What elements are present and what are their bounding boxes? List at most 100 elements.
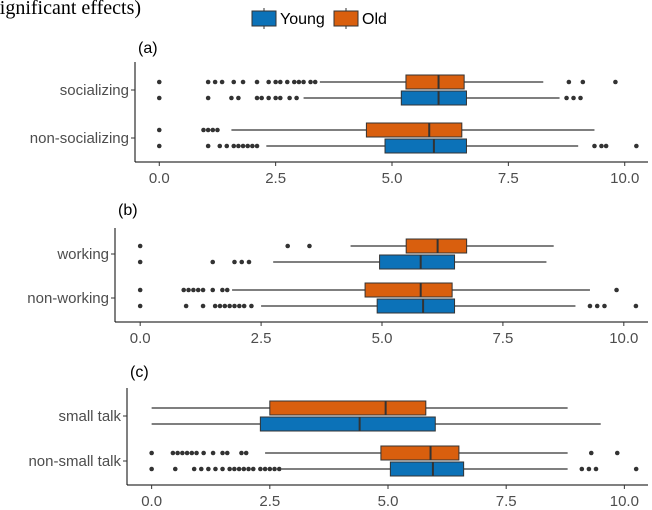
outlier-point-young <box>634 144 639 149</box>
legend-item-young: Young <box>252 8 325 29</box>
outlier-point-old <box>292 80 297 85</box>
panel-b: (b) working non-working 0.0 2.5 5.0 7.5 10.0 <box>27 202 648 347</box>
outlier-point-young <box>578 96 583 101</box>
outlier-point-old <box>273 80 278 85</box>
outlier-point-old <box>589 451 594 456</box>
x-tick-label: 5.0 <box>372 330 393 347</box>
legend-young-swatch <box>252 11 276 26</box>
outlier-point-old <box>210 288 215 293</box>
x-tick-label: 7.5 <box>496 493 517 510</box>
outlier-point-old <box>301 80 306 85</box>
outlier-point-young <box>249 304 254 309</box>
box-young <box>377 299 454 313</box>
outlier-point-young <box>259 96 264 101</box>
outlier-point-old <box>615 451 620 456</box>
outlier-point-young <box>138 260 143 265</box>
outlier-point-young <box>272 467 277 472</box>
category-label: non-socializing <box>30 130 129 147</box>
outlier-point-young <box>592 144 597 149</box>
x-tick-label: 10.0 <box>610 493 639 510</box>
outlier-point-young <box>250 144 255 149</box>
outlier-point-old <box>171 451 176 456</box>
outlier-point-young <box>571 96 576 101</box>
box-young <box>401 91 466 105</box>
outlier-point-old <box>220 288 225 293</box>
outlier-point-old <box>266 80 271 85</box>
outlier-point-young <box>220 467 225 472</box>
outlier-point-old <box>157 80 162 85</box>
outlier-point-old <box>225 451 230 456</box>
outlier-point-young <box>231 144 236 149</box>
x-tick-label: 10.0 <box>610 170 639 187</box>
x-tick-label: 7.5 <box>498 170 519 187</box>
outlier-point-young <box>210 260 215 265</box>
outlier-point-young <box>227 467 232 472</box>
box-young <box>260 417 435 431</box>
x-tick-label: 2.5 <box>259 493 280 510</box>
x-tick-label: 7.5 <box>492 330 513 347</box>
box-young <box>390 462 463 476</box>
outlier-point-old <box>225 288 230 293</box>
outlier-point-old <box>201 288 206 293</box>
outlier-point-old <box>244 451 249 456</box>
outlier-point-young <box>580 467 585 472</box>
box-old <box>406 239 466 253</box>
outlier-point-old <box>191 288 196 293</box>
outlier-point-old <box>138 288 143 293</box>
outlier-point-young <box>273 96 278 101</box>
box-young <box>385 139 466 153</box>
outlier-point-young <box>245 144 250 149</box>
outlier-point-young <box>287 96 292 101</box>
category-label: working <box>56 246 109 263</box>
outlier-point-young <box>206 96 211 101</box>
panel-label: (c) <box>130 364 149 381</box>
outlier-point-old <box>239 451 244 456</box>
outlier-point-young <box>587 467 592 472</box>
outlier-point-old <box>196 288 201 293</box>
box-old <box>270 401 426 415</box>
outlier-point-old <box>220 451 225 456</box>
outlier-point-young <box>263 467 268 472</box>
outlier-point-old <box>308 80 313 85</box>
outlier-point-young <box>199 467 204 472</box>
outlier-point-young <box>138 304 143 309</box>
outlier-point-young <box>595 304 600 309</box>
outlier-point-young <box>206 467 211 472</box>
outlier-point-old <box>614 288 619 293</box>
x-tick-label: 5.0 <box>378 493 399 510</box>
box-old <box>365 283 452 297</box>
outlier-point-young <box>232 260 237 265</box>
outlier-point-young <box>251 467 256 472</box>
outlier-point-old <box>220 80 225 85</box>
outlier-point-young <box>602 304 607 309</box>
outlier-point-old <box>157 128 162 133</box>
outlier-point-old <box>215 128 220 133</box>
outlier-point-old <box>241 80 246 85</box>
panel-label: (b) <box>118 202 138 219</box>
outlier-point-young <box>246 467 251 472</box>
outlier-point-old <box>285 80 290 85</box>
outlier-point-young <box>599 144 604 149</box>
outlier-point-old <box>285 244 290 249</box>
outlier-point-young <box>213 304 218 309</box>
outlier-point-young <box>206 144 211 149</box>
outlier-point-young <box>232 467 237 472</box>
outlier-point-young <box>258 467 263 472</box>
outlier-point-old <box>231 80 236 85</box>
outlier-point-old <box>138 244 143 249</box>
outlier-point-young <box>218 304 223 309</box>
outlier-point-old <box>211 128 216 133</box>
outlier-point-old <box>194 451 199 456</box>
outlier-point-young <box>247 260 252 265</box>
outlier-point-young <box>236 144 241 149</box>
legend-old-swatch <box>334 11 358 26</box>
outlier-point-young <box>237 467 242 472</box>
outlier-point-old <box>581 80 586 85</box>
x-tick-label: 2.5 <box>265 170 286 187</box>
outlier-point-young <box>201 304 206 309</box>
outlier-point-old <box>567 80 572 85</box>
outlier-point-young <box>227 304 232 309</box>
category-label: socializing <box>60 82 129 99</box>
outlier-point-young <box>157 96 162 101</box>
